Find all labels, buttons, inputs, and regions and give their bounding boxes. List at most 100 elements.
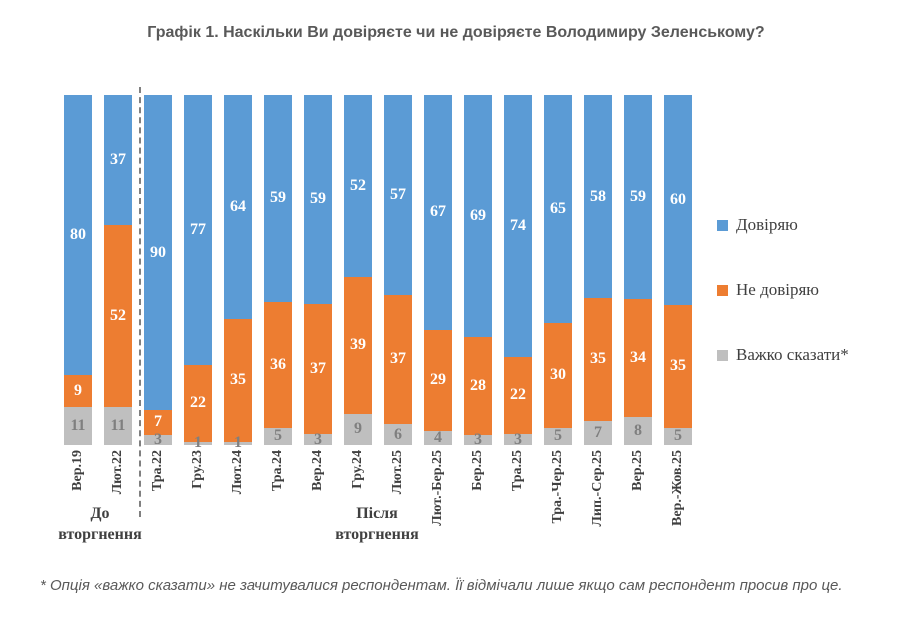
x-axis-label-cell: Тра.-Чер.25 [544,450,572,524]
bar-value-label: 57 [390,185,406,203]
bar-value-label: 35 [590,350,606,368]
x-axis-label-cell: Лип.-Сер.25 [584,450,612,527]
x-axis-label-cell: Лют.25 [384,450,412,494]
bar-segment-distrust: 37 [384,294,412,424]
x-axis-label-cell: Лют.24 [224,450,252,494]
bar-value-label: 90 [150,243,166,261]
stacked-bar-chart: 80 9 11 37 52 11 90 7 3 77 22 1 64 35 1 59 36 5 59 37 3 52 39 9… [58,87,704,543]
x-axis-label: Тра.-Чер.25 [550,450,565,524]
x-axis-label-cell: Бер.25 [464,450,492,491]
bar-value-label: 36 [270,355,286,373]
x-axis-label-cell: Лют.22 [104,450,132,494]
legend: Довіряю Не довіряю Важко сказати* [717,214,849,366]
bar-value-label: 69 [470,206,486,224]
bar-segment-distrust: 35 [584,298,612,421]
group-label-after-invasion: Після вторгнення [335,505,419,543]
bars-area: 80 9 11 37 52 11 90 7 3 77 22 1 64 35 1 59 36 5 59 37 3 52 39 9… [64,95,704,451]
bar-value-label: 5 [674,427,682,445]
bar-column: 64 35 1 [224,95,252,451]
bar-value-label: 67 [430,203,446,221]
bar-value-label: 28 [470,376,486,394]
bar-value-label: 11 [110,416,126,434]
bar-column: 57 37 6 [384,95,412,445]
x-axis-label: Гру.24 [350,450,365,489]
bar-column: 58 35 7 [584,95,612,445]
bar-value-label: 7 [154,413,162,431]
x-axis-label-cell: Гру.23 [184,450,212,489]
bar-value-label: 64 [230,198,246,215]
bar-segment-hard-to-say: 4 [424,429,452,446]
bar-segment-distrust: 39 [344,277,372,414]
bar-value-label: 34 [630,349,646,367]
bar-column: 69 28 3 [464,95,492,448]
bar-segment-hard-to-say: 1 [224,435,252,451]
bar-segment-distrust: 34 [624,299,652,418]
bar-column: 80 9 11 [64,95,92,445]
bar-segment-trust: 59 [304,95,332,304]
bar-segment-trust: 52 [344,95,372,277]
bar-value-label: 39 [350,336,366,354]
bar-value-label: 37 [110,150,126,168]
bar-column: 65 30 5 [544,95,572,445]
bar-segment-hard-to-say: 1 [184,435,212,451]
bar-segment-trust: 59 [624,95,652,300]
bar-segment-hard-to-say: 3 [464,430,492,448]
bar-value-label: 3 [474,430,482,448]
bar-value-label: 30 [550,366,566,383]
bar-value-label: 80 [70,226,86,243]
bar-segment-distrust: 35 [664,305,692,428]
bar-segment-trust: 77 [184,95,212,365]
x-axis-label: Вер.-Жов.25 [670,450,685,527]
bar-segment-hard-to-say: 7 [584,420,612,445]
bar-value-label: 37 [390,350,406,368]
bar-value-label: 5 [274,427,282,445]
bar-column: 59 34 8 [624,95,652,445]
bar-column: 77 22 1 [184,95,212,451]
bar-segment-hard-to-say: 9 [344,413,372,445]
x-axis-label-cell: Тра.25 [504,450,532,491]
bar-segment-distrust: 28 [464,336,492,435]
bar-value-label: 52 [350,177,366,194]
bar-segment-distrust: 7 [144,410,172,435]
x-axis-label-cell: Гру.24 [344,450,372,489]
bar-segment-distrust: 52 [104,224,132,407]
bar-value-label: 4 [434,429,442,446]
bar-segment-trust: 67 [424,95,452,330]
bar-segment-trust: 58 [584,95,612,298]
bar-value-label: 59 [310,190,326,208]
bar-value-label: 35 [670,357,686,375]
bar-value-label: 1 [194,434,202,452]
bar-column: 67 29 4 [424,95,452,446]
bar-value-label: 52 [110,306,126,324]
bar-segment-hard-to-say: 5 [664,427,692,445]
bar-column: 59 36 5 [264,95,292,445]
bar-segment-distrust: 36 [264,301,292,428]
bar-segment-trust: 65 [544,95,572,323]
bar-value-label: 22 [510,386,526,404]
invasion-divider-line [139,87,141,517]
bar-segment-trust: 74 [504,95,532,357]
bar-value-label: 60 [670,191,686,208]
bar-value-label: 3 [314,430,322,448]
bar-segment-trust: 90 [144,95,172,410]
bar-value-label: 11 [70,416,86,434]
x-axis-label-cell: Вер.25 [624,450,652,491]
x-axis-label-cell: Вер.-Жов.25 [664,450,692,526]
chart-title: Графік 1. Наскільки Ви довіряєте чи не д… [147,24,765,41]
legend-item: Довіряю [717,214,849,236]
bar-segment-distrust: 9 [64,375,92,407]
bar-value-label: 6 [394,425,402,443]
bar-segment-distrust: 35 [224,319,252,442]
x-axis-label: Лют.24 [230,450,245,495]
bar-segment-distrust: 22 [184,364,212,442]
bar-segment-trust: 37 [104,95,132,225]
bar-segment-hard-to-say: 3 [144,431,172,447]
legend-label: Довіряю [736,215,798,234]
bar-segment-hard-to-say: 11 [64,406,92,445]
x-axis-label: Тра.24 [270,450,285,492]
bar-column: 52 39 9 [344,95,372,445]
bar-segment-trust: 59 [264,95,292,302]
bar-column: 37 52 11 [104,95,132,445]
bar-segment-hard-to-say: 3 [504,431,532,447]
group-label-before-invasion: До вторгнення [58,505,142,543]
